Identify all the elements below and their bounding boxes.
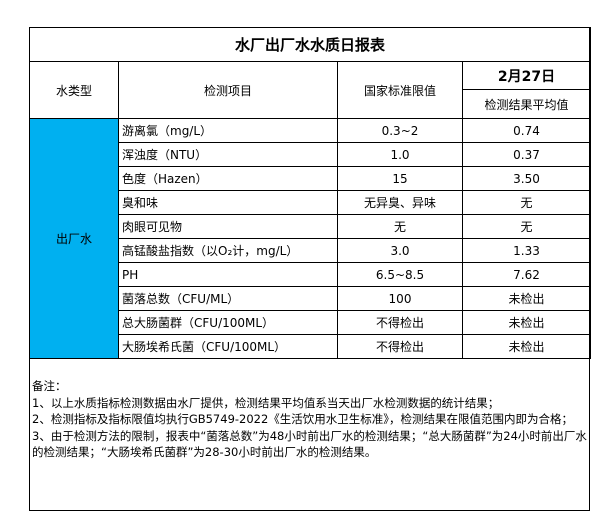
item-cell: PH xyxy=(118,262,338,287)
item-cell: 游离氯（mg/L） xyxy=(118,118,338,143)
item-cell: 大肠埃希氏菌（CFU/100ML） xyxy=(118,334,338,359)
result-cell: 未检出 xyxy=(461,334,592,359)
report-table: 水厂出厂水水质日报表 水类型 检测项目 国家标准限值 2月27日 检测结果平均值… xyxy=(28,27,592,359)
result-cell: 未检出 xyxy=(461,286,592,311)
item-cell: 高锰酸盐指数（以O₂计，mg/L） xyxy=(118,238,338,263)
limit-cell: 无异臭、异味 xyxy=(337,190,463,215)
limit-cell: 1.0 xyxy=(337,142,463,167)
result-cell: 未检出 xyxy=(461,310,592,335)
result-cell: 0.37 xyxy=(461,142,592,167)
table-row: 浑浊度（NTU） 1.0 0.37 xyxy=(30,142,592,167)
table-row: 出厂水 游离氯（mg/L） 0.3~2 0.74 xyxy=(29,118,592,359)
header-water-type: 水类型 xyxy=(29,61,119,119)
item-cell: 臭和味 xyxy=(118,190,338,215)
item-cell: 菌落总数（CFU/ML） xyxy=(118,286,338,311)
note-1: 1、以上水质指标检测数据由水厂提供，检测结果平均值系当天出厂水检测数据的统计结果… xyxy=(32,395,500,410)
water-type-cell: 出厂水 xyxy=(29,118,119,359)
header-limit: 国家标准限值 xyxy=(337,61,463,119)
result-cell: 1.33 xyxy=(461,238,592,263)
limit-cell: 不得检出 xyxy=(337,310,463,335)
limit-cell: 100 xyxy=(337,286,463,311)
table-row: 色度（Hazen） 15 3.50 xyxy=(30,166,592,191)
item-cell: 肉眼可见物 xyxy=(118,214,338,239)
result-cell: 7.62 xyxy=(461,262,592,287)
result-cell: 3.50 xyxy=(461,166,592,191)
table-row: 菌落总数（CFU/ML） 100 未检出 xyxy=(30,286,592,311)
limit-cell: 3.0 xyxy=(337,238,463,263)
result-cell: 无 xyxy=(461,214,592,239)
item-cell: 色度（Hazen） xyxy=(118,166,338,191)
result-cell: 0.74 xyxy=(461,118,592,143)
item-cell: 浑浊度（NTU） xyxy=(118,142,338,167)
limit-cell: 无 xyxy=(337,214,463,239)
limit-cell: 0.3~2 xyxy=(337,118,463,143)
table-row: 高锰酸盐指数（以O₂计，mg/L） 3.0 1.33 xyxy=(30,238,592,263)
table-row: 总大肠菌群（CFU/100ML） 不得检出 未检出 xyxy=(30,310,592,335)
limit-cell: 15 xyxy=(337,166,463,191)
result-cell: 无 xyxy=(461,190,592,215)
notes: 备注： 1、以上水质指标检测数据由水厂提供，检测结果平均值系当天出厂水检测数据的统… xyxy=(32,378,587,461)
item-cell: 总大肠菌群（CFU/100ML） xyxy=(118,310,338,335)
limit-cell: 不得检出 xyxy=(337,334,463,359)
header-item: 检测项目 xyxy=(118,61,338,119)
notes-heading: 备注： xyxy=(32,379,67,393)
note-3: 3、由于检测方法的限制，报表中“菌落总数”为48小时前出厂水的检测结果；“总大肠… xyxy=(32,428,587,460)
header-result: 检测结果平均值 xyxy=(461,89,592,119)
header-date: 2月27日 xyxy=(461,61,592,90)
note-2: 2、检测指标及指标限值均执行GB5749-2022《生活饮用水卫生标准》，检测结… xyxy=(32,412,574,426)
table-row: 大肠埃希氏菌（CFU/100ML） 不得检出 未检出 xyxy=(30,334,592,359)
report-title: 水厂出厂水水质日报表 xyxy=(28,27,592,62)
table-row: 肉眼可见物无无 xyxy=(30,214,592,239)
report: 水厂出厂水水质日报表 水类型 检测项目 国家标准限值 2月27日 检测结果平均值… xyxy=(28,27,592,511)
limit-cell: 6.5~8.5 xyxy=(337,262,463,287)
table-row: PH 6.5~8.5 7.62 xyxy=(30,262,592,287)
table-row: 臭和味 无异臭、异味无 xyxy=(30,190,592,215)
